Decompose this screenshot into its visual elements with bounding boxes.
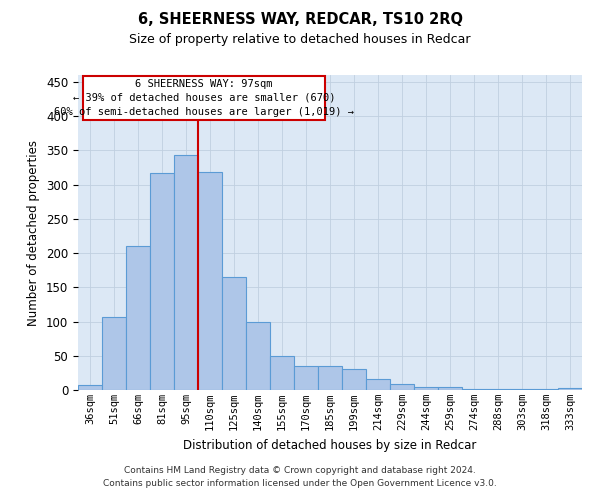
Bar	[78, 385, 102, 390]
Bar	[342, 370, 366, 390]
Bar	[150, 173, 174, 390]
Bar	[126, 246, 150, 390]
Text: Contains HM Land Registry data © Crown copyright and database right 2024.
Contai: Contains HM Land Registry data © Crown c…	[103, 466, 497, 487]
Bar	[222, 277, 246, 390]
Bar	[366, 379, 390, 390]
Bar	[390, 384, 414, 390]
Bar	[462, 388, 486, 390]
Y-axis label: Number of detached properties: Number of detached properties	[28, 140, 40, 326]
Bar	[558, 388, 582, 390]
Text: Size of property relative to detached houses in Redcar: Size of property relative to detached ho…	[129, 32, 471, 46]
Bar	[174, 155, 198, 390]
Bar	[246, 322, 270, 390]
Bar	[83, 76, 325, 120]
Text: 6, SHEERNESS WAY, REDCAR, TS10 2RQ: 6, SHEERNESS WAY, REDCAR, TS10 2RQ	[137, 12, 463, 28]
Bar	[414, 386, 438, 390]
Bar	[102, 318, 126, 390]
Bar	[318, 366, 342, 390]
X-axis label: Distribution of detached houses by size in Redcar: Distribution of detached houses by size …	[184, 438, 476, 452]
Bar	[270, 356, 294, 390]
Bar	[294, 366, 318, 390]
Bar	[438, 386, 462, 390]
Bar	[198, 172, 222, 390]
Text: 6 SHEERNESS WAY: 97sqm
← 39% of detached houses are smaller (670)
60% of semi-de: 6 SHEERNESS WAY: 97sqm ← 39% of detached…	[54, 79, 354, 117]
